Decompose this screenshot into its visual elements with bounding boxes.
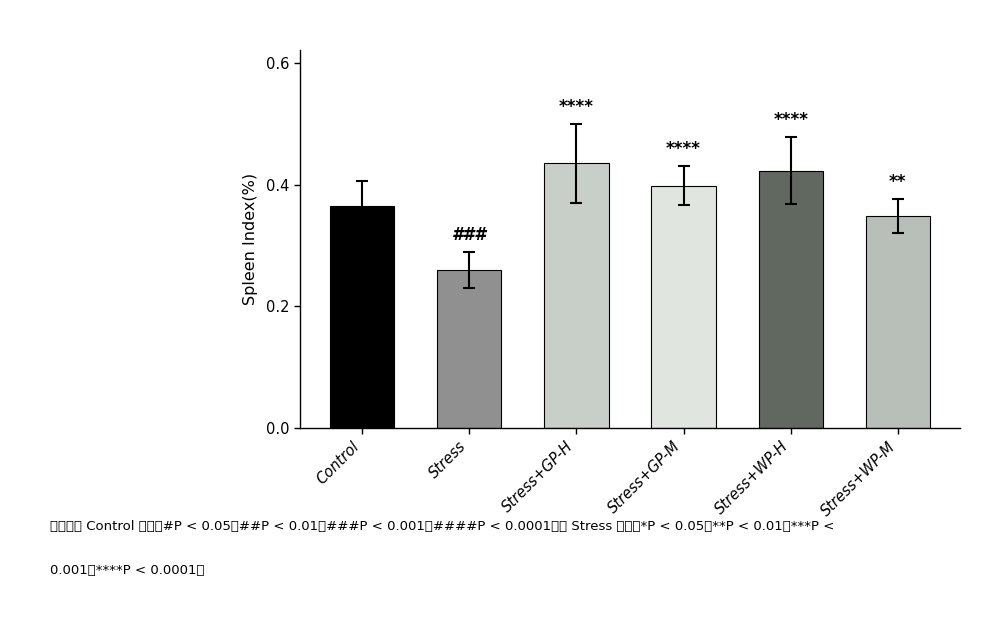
Bar	[759, 171, 823, 428]
Text: ****: ****	[773, 111, 808, 129]
Text: ****: ****	[666, 140, 701, 158]
Bar	[544, 163, 609, 428]
Text: **: **	[889, 173, 907, 192]
Text: （注：与 Control 相比，#P < 0.05，##P < 0.01，###P < 0.001，####P < 0.0001；与 Stress 相比，*P : （注：与 Control 相比，#P < 0.05，##P < 0.01，###…	[50, 520, 834, 533]
Bar	[651, 186, 716, 428]
Bar	[866, 216, 930, 428]
Bar	[330, 206, 394, 428]
Text: ****: ****	[559, 98, 594, 116]
Text: ###: ###	[452, 226, 487, 244]
Text: 0.001，****P < 0.0001）: 0.001，****P < 0.0001）	[50, 564, 205, 577]
Bar	[437, 270, 501, 428]
Y-axis label: Spleen Index(%): Spleen Index(%)	[243, 173, 258, 306]
